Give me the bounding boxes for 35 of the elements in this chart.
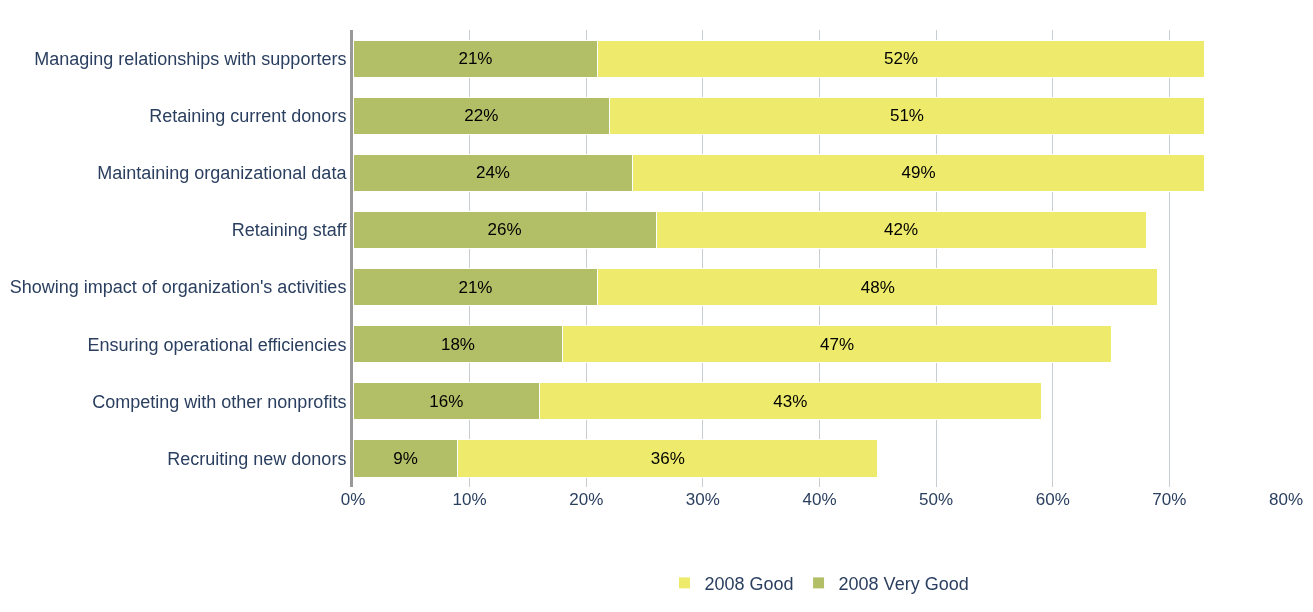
x-tick-label: 70% — [1152, 490, 1187, 509]
data-label: 21% — [458, 277, 493, 297]
y-tick-label: Showing impact of organization's activities — [9, 277, 347, 298]
data-label: 43% — [773, 391, 808, 411]
y-tick-label: Recruiting new donors — [167, 448, 347, 469]
x-tick-label: 30% — [685, 490, 720, 509]
data-label: 9% — [393, 448, 418, 468]
data-label: 52% — [884, 49, 919, 69]
data-label: 48% — [860, 277, 895, 297]
x-tick-label: 40% — [802, 490, 837, 509]
data-label: 16% — [429, 391, 464, 411]
x-tick-label: 20% — [569, 490, 604, 509]
data-label: 42% — [884, 220, 919, 240]
data-label: 36% — [650, 448, 685, 468]
data-label: 26% — [487, 220, 522, 240]
y-tick-label: Retaining current donors — [149, 105, 347, 126]
data-label: 51% — [889, 106, 924, 126]
legend-label: 2008 Very Good — [838, 573, 969, 594]
data-label: 18% — [440, 334, 475, 354]
data-label: 49% — [901, 163, 936, 183]
x-tick-label: 0% — [340, 490, 366, 509]
legend-label: 2008 Good — [704, 573, 794, 594]
y-tick-label: Retaining staff — [231, 220, 348, 241]
y-tick-label: Competing with other nonprofits — [92, 391, 347, 412]
x-tick-label: 50% — [919, 490, 954, 509]
data-label: 21% — [458, 49, 493, 69]
y-tick-label: Maintaining organizational data — [97, 163, 348, 184]
data-label: 22% — [464, 106, 499, 126]
data-label: 24% — [475, 163, 510, 183]
y-tick-label: Managing relationships with supporters — [34, 48, 347, 69]
y-tick-label: Ensuring operational efficiencies — [87, 334, 347, 355]
x-tick-label: 60% — [1035, 490, 1070, 509]
data-label: 47% — [819, 334, 855, 354]
x-tick-label: 80% — [1268, 490, 1304, 509]
x-tick-label: 10% — [452, 490, 487, 509]
